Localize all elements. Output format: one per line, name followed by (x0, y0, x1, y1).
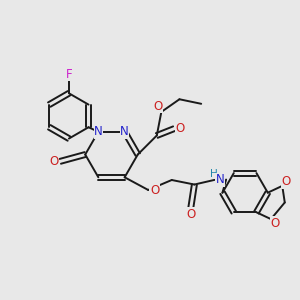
Text: O: O (176, 122, 185, 135)
Text: O: O (270, 217, 280, 230)
Text: N: N (216, 173, 225, 186)
Text: F: F (66, 68, 72, 81)
Text: O: O (49, 155, 58, 168)
Text: O: O (186, 208, 195, 221)
Text: O: O (153, 100, 162, 113)
Text: O: O (150, 184, 159, 197)
Text: N: N (94, 125, 103, 138)
Text: H: H (209, 169, 217, 179)
Text: O: O (282, 175, 291, 188)
Text: N: N (120, 125, 129, 138)
